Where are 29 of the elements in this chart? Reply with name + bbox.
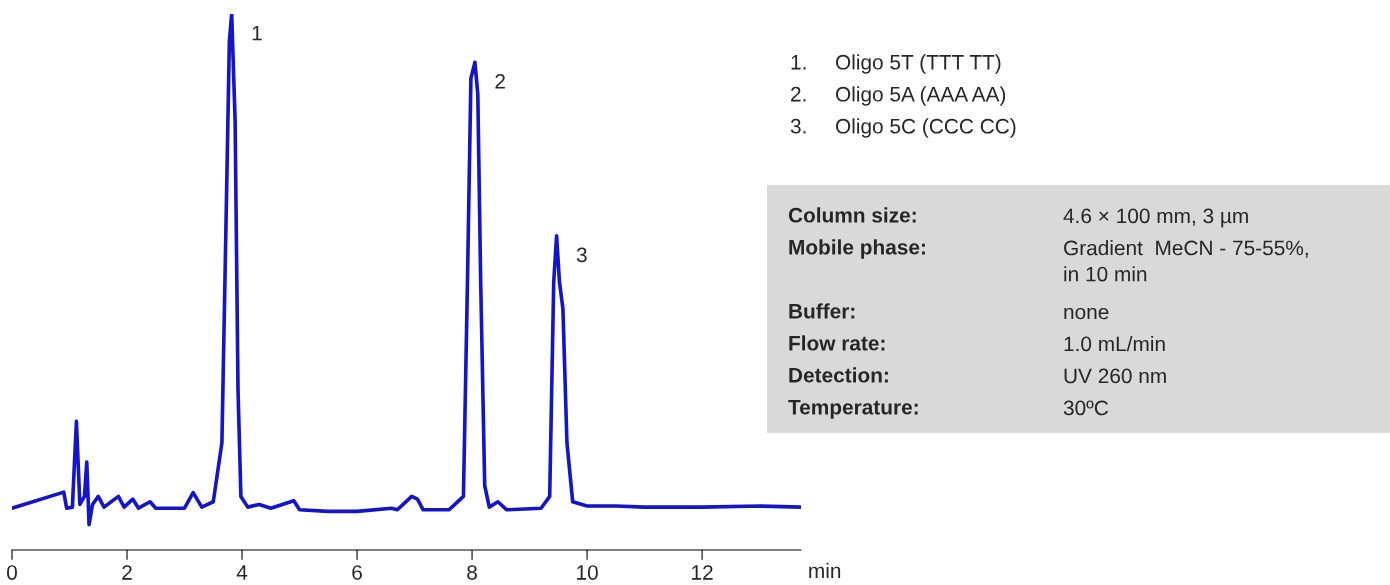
- text: 4.6 × 100 mm, 3 µm: [1063, 208, 1248, 228]
- text: Gradient MeCN - 75-55%, in 10 min: [1064, 240, 1308, 282]
- annotation: 1.: [791, 55, 806, 70]
- x-tick-label: 6: [352, 565, 362, 580]
- annotation: 3.: [790, 118, 806, 134]
- annotation: Column size:: [788, 207, 916, 223]
- text: Oligo 5A (AAA AA): [835, 86, 1006, 106]
- x-tick-label: 12: [692, 565, 713, 580]
- annotation: Buffer:: [789, 303, 855, 319]
- text: Oligo 5C (CCC CC): [835, 118, 1016, 138]
- text: UV 260 nm: [1064, 368, 1166, 384]
- x-tick-label: 4: [236, 565, 248, 580]
- x-tick-label: 2: [122, 565, 132, 580]
- text: 30ºC: [1063, 400, 1109, 416]
- x-axis-title: min: [809, 562, 841, 578]
- x-tick-label: 10: [577, 565, 598, 580]
- text: 1.0 mL/min: [1064, 336, 1165, 352]
- annotation: 3: [576, 247, 587, 263]
- annotation: 2: [495, 73, 505, 89]
- annotation: 1: [252, 25, 262, 41]
- text: Oligo 5T (TTT TT): [835, 54, 1001, 74]
- annotation: Temperature:: [788, 400, 918, 419]
- annotation: Mobile phase:: [789, 239, 925, 259]
- x-tick-label: 0: [7, 565, 17, 580]
- text: none: [1064, 307, 1109, 320]
- annotation: 2.: [791, 86, 806, 102]
- annotation: Detection:: [789, 367, 888, 383]
- annotation: Flow rate:: [789, 335, 885, 351]
- x-tick-label: 8: [467, 565, 477, 580]
